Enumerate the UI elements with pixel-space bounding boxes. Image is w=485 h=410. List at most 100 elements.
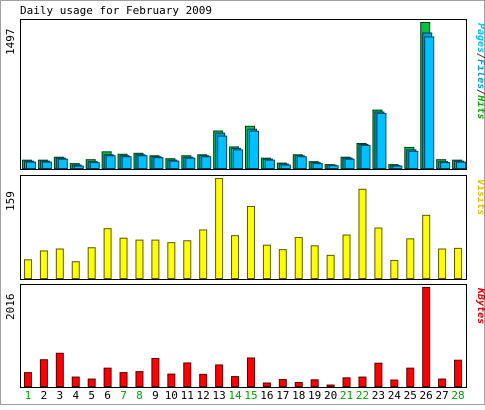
bar-kbytes-day-24 [390, 379, 399, 387]
bar-visits-day-20 [326, 254, 335, 279]
x-tick-label: 23 [372, 389, 385, 402]
x-tick-label: 1 [25, 389, 32, 402]
bar-visits-day-5 [87, 247, 96, 280]
bar-visits-day-12 [199, 229, 208, 280]
x-tick-label: 3 [57, 389, 64, 402]
bar-pages-day-21 [344, 158, 355, 169]
bar-kbytes-day-7 [119, 372, 128, 388]
bar-visits-day-2 [39, 250, 48, 280]
bar-kbytes-day-16 [262, 382, 271, 387]
bar-visits-day-4 [71, 261, 80, 279]
x-tick-label: 12 [197, 389, 210, 402]
panel-frame [20, 284, 467, 388]
bar-pages-day-19 [312, 163, 323, 169]
x-tick-label: 21 [340, 389, 353, 402]
x-tick-label: 2 [41, 389, 48, 402]
legend-entry: / [475, 53, 485, 59]
bar-kbytes-day-13 [215, 364, 224, 387]
bar-pages-day-18 [296, 156, 307, 169]
x-tick-label: 24 [388, 389, 402, 402]
bar-visits-day-15 [246, 205, 255, 280]
bar-visits-day-18 [294, 237, 303, 279]
bar-visits-day-24 [390, 259, 399, 279]
x-tick-label: 14 [228, 389, 242, 402]
bar-pages-day-22 [360, 144, 371, 169]
bar-kbytes-day-4 [71, 376, 80, 388]
y-max-label: 159 [4, 191, 17, 211]
bar-kbytes-day-12 [199, 373, 208, 388]
bar-pages-day-4 [73, 165, 84, 169]
bar-pages-day-24 [392, 165, 403, 169]
x-tick-label: 26 [420, 389, 433, 402]
bar-visits-day-7 [119, 237, 128, 279]
bar-visits-day-11 [183, 240, 192, 279]
bar-visits-day-14 [231, 235, 240, 280]
bar-pages-day-15 [249, 130, 259, 169]
x-tick-label: 9 [152, 389, 159, 402]
legend: KBytes [475, 287, 485, 324]
bar-kbytes-day-25 [406, 367, 415, 387]
bar-visits-day-9 [151, 239, 160, 279]
bar-kbytes-day-23 [374, 362, 383, 388]
bar-pages-day-28 [456, 161, 467, 169]
x-tick-label: 19 [308, 389, 321, 402]
legend-entry: Visits [475, 179, 485, 215]
x-axis-labels: 1 2 3 4 5 6 7 8 9 10 11 12 13 14 15 16 17 18 19 20 21 22 23 24 2… [25, 389, 465, 402]
legend-entry: Hits [475, 94, 485, 119]
bar-pages-day-1 [26, 161, 36, 169]
bar-pages-day-25 [408, 150, 419, 169]
bar-visits-day-17 [278, 249, 287, 279]
bar-visits-day-25 [406, 238, 415, 280]
bar-kbytes-day-3 [55, 352, 64, 387]
bar-kbytes-day-5 [87, 378, 96, 388]
x-tick-label: 27 [435, 389, 448, 402]
bar-visits-day-22 [358, 188, 367, 279]
bar-kbytes-day-9 [151, 357, 160, 388]
bar-pages-day-13 [217, 135, 228, 169]
legend-entry: KBytes [475, 287, 485, 324]
bar-pages-day-3 [57, 158, 68, 169]
bar-visits-day-28 [454, 247, 463, 279]
x-tick-label: 4 [72, 389, 79, 402]
bar-visits-day-19 [310, 245, 319, 279]
bar-pages-day-14 [233, 149, 244, 169]
x-tick-label: 20 [324, 389, 337, 402]
series-kbytes [23, 287, 463, 388]
bar-pages-day-26 [424, 36, 435, 169]
bar-pages-day-11 [185, 157, 196, 169]
bar-pages-day-27 [440, 162, 451, 169]
bar-pages-day-23 [376, 113, 387, 169]
bar-kbytes-day-15 [246, 357, 255, 388]
bar-visits-day-27 [438, 248, 447, 279]
legend-entry: / [475, 89, 485, 95]
bar-visits-day-26 [422, 214, 431, 280]
bar-kbytes-day-18 [294, 382, 303, 387]
bar-pages-day-7 [121, 156, 132, 169]
legend-entry: Pages [475, 23, 485, 53]
x-tick-label: 15 [244, 389, 257, 402]
bar-pages-day-16 [264, 159, 275, 169]
visits-panel: 159 Visits [4, 175, 485, 280]
bar-visits-day-16 [262, 244, 271, 280]
x-tick-label: 11 [181, 389, 194, 402]
bar-pages-day-17 [280, 164, 291, 169]
x-tick-label: 17 [276, 389, 289, 402]
hits-panel: 1497 Pages/Files/Hits [4, 19, 485, 170]
bar-pages-day-20 [328, 165, 339, 170]
bar-visits-day-1 [23, 259, 32, 279]
x-tick-label: 28 [451, 389, 464, 402]
bar-kbytes-day-14 [231, 376, 240, 388]
bar-kbytes-day-22 [358, 376, 367, 388]
bar-pages-day-6 [105, 155, 116, 169]
panel-frame [20, 175, 467, 280]
y-max-label: 1497 [4, 29, 17, 56]
bar-visits-day-6 [103, 228, 112, 279]
chart-title: Daily usage for February 2009 [20, 4, 212, 17]
x-tick-label: 22 [356, 389, 369, 402]
legend: Pages/Files/Hits [475, 23, 485, 119]
bar-visits-day-13 [215, 178, 224, 279]
x-tick-label: 6 [104, 389, 111, 402]
